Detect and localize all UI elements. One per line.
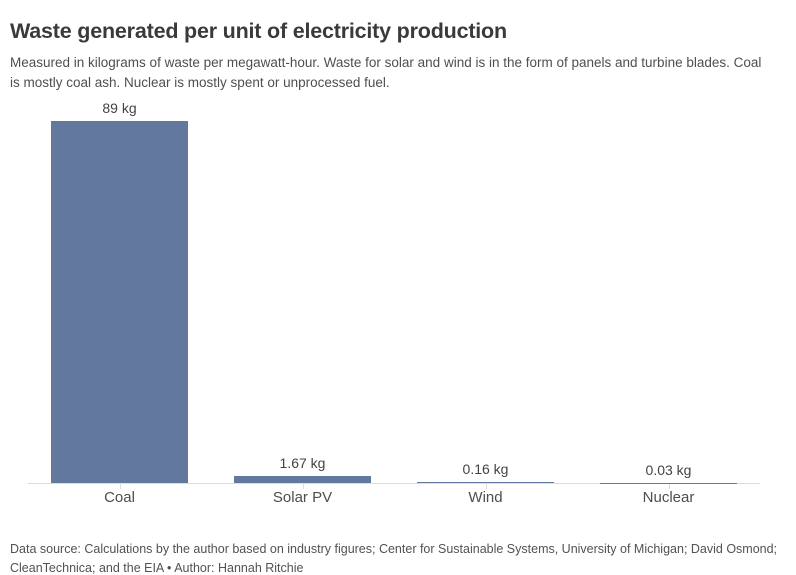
x-axis-tick-coal — [119, 484, 121, 489]
value-label-coal: 89 kg — [102, 100, 137, 116]
chart-subtitle: Measured in kilograms of waste per megaw… — [10, 54, 762, 90]
bar-coal — [51, 121, 188, 483]
x-axis-tick-solar-pv — [302, 484, 304, 489]
data-source-note: Data source: Calculations by the author … — [10, 541, 778, 575]
bar-solar-pv — [234, 476, 371, 483]
chart-title: Waste generated per unit of electricity … — [10, 19, 507, 44]
category-label-solar-pv: Solar PV — [272, 489, 333, 506]
x-axis-tick-wind — [485, 484, 487, 489]
value-label-solar-pv: 1.67 kg — [279, 455, 326, 472]
bar-wind — [417, 482, 554, 483]
x-axis-line — [28, 483, 760, 484]
category-label-nuclear: Nuclear — [642, 489, 695, 506]
x-axis-tick-nuclear — [668, 484, 670, 489]
category-label-wind: Wind — [468, 489, 503, 506]
value-label-nuclear: 0.03 kg — [645, 461, 692, 478]
category-label-coal: Coal — [104, 489, 135, 506]
value-label-wind: 0.16 kg — [462, 461, 509, 478]
